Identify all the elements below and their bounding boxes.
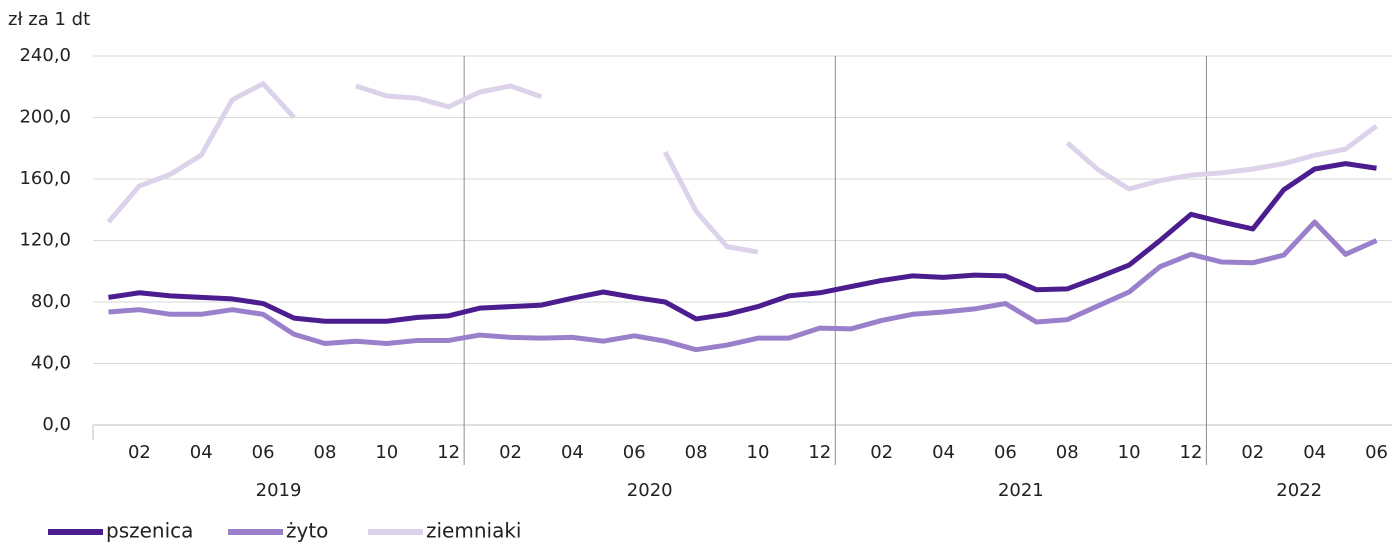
series-line bbox=[355, 83, 543, 110]
x-tick-label: 12 bbox=[808, 442, 831, 463]
x-tick-label: 02 bbox=[499, 442, 522, 463]
x-tick-label: 02 bbox=[128, 442, 151, 463]
year-label: 2021 bbox=[998, 480, 1044, 501]
y-axis-label: zł za 1 dt bbox=[8, 9, 90, 30]
year-label: 2020 bbox=[627, 480, 673, 501]
series-line bbox=[1065, 123, 1379, 192]
series-line bbox=[106, 81, 296, 224]
year-label: 2022 bbox=[1276, 480, 1322, 501]
y-tick-label: 40,0 bbox=[31, 353, 71, 374]
x-tick-label: 04 bbox=[561, 442, 584, 463]
x-tick-label: 08 bbox=[314, 442, 337, 463]
y-tick-label: 120,0 bbox=[19, 230, 71, 251]
x-tick-label: 08 bbox=[685, 442, 708, 463]
x-tick-label: 02 bbox=[870, 442, 893, 463]
x-tick-label: 10 bbox=[375, 442, 398, 463]
legend-label: żyto bbox=[286, 519, 328, 543]
y-tick-label: 160,0 bbox=[19, 168, 71, 189]
y-tick-label: 240,0 bbox=[19, 45, 71, 66]
x-tick-label: 04 bbox=[1303, 442, 1326, 463]
x-tick-label: 10 bbox=[1118, 442, 1141, 463]
x-tick-label: 08 bbox=[1056, 442, 1079, 463]
y-tick-label: 0,0 bbox=[42, 414, 71, 435]
series-line bbox=[108, 219, 1378, 353]
x-tick-label: 04 bbox=[932, 442, 955, 463]
x-tick-label: 12 bbox=[1180, 442, 1203, 463]
legend-label: pszenica bbox=[106, 519, 193, 543]
x-tick-label: 02 bbox=[1241, 442, 1264, 463]
series-line bbox=[662, 150, 759, 255]
x-tick-label: 12 bbox=[437, 442, 460, 463]
year-label: 2019 bbox=[256, 480, 302, 501]
x-tick-label: 04 bbox=[190, 442, 213, 463]
x-tick-label: 06 bbox=[1365, 442, 1388, 463]
y-tick-label: 80,0 bbox=[31, 291, 71, 312]
x-tick-label: 10 bbox=[747, 442, 770, 463]
x-tick-label: 06 bbox=[994, 442, 1017, 463]
y-tick-label: 200,0 bbox=[19, 107, 71, 128]
legend-label: ziemniaki bbox=[426, 519, 521, 543]
x-tick-label: 06 bbox=[252, 442, 275, 463]
x-tick-label: 06 bbox=[623, 442, 646, 463]
series-line bbox=[108, 161, 1377, 324]
